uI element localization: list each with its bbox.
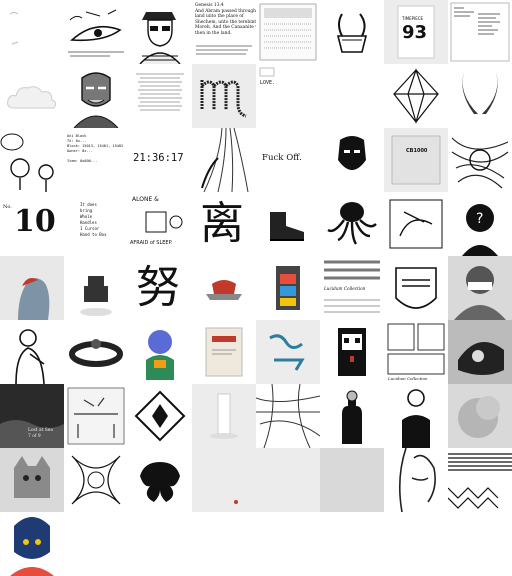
timepiece-label: TIMEPIECE bbox=[402, 16, 424, 21]
phrase-text: Fuck Off. bbox=[262, 153, 302, 163]
tile-cb1000-card[interactable]: CB1000 bbox=[384, 128, 448, 192]
tile-alone-afraid[interactable]: ALONE & AFRAID of SLEEP. bbox=[128, 192, 192, 256]
tile-digital-clock[interactable]: 21:36:17 bbox=[128, 128, 192, 192]
tile-fractal-pattern[interactable] bbox=[128, 384, 192, 448]
alone-top-text: ALONE & bbox=[132, 196, 159, 203]
tile-lost-at-sea[interactable]: Lost at Sea 7 of 9 bbox=[0, 384, 64, 448]
lost-at-sea-caption: Lost at Sea 7 of 9 bbox=[28, 428, 53, 439]
tile-red-box[interactable] bbox=[192, 256, 256, 320]
glyph-li: 离 bbox=[200, 198, 244, 249]
tile-cafe-sketch[interactable] bbox=[64, 384, 128, 448]
tile-sketch-letter[interactable] bbox=[256, 320, 320, 384]
tile-masked-figure[interactable] bbox=[448, 256, 512, 320]
tile-man-line-art[interactable] bbox=[0, 320, 64, 384]
tile-head-render[interactable] bbox=[0, 256, 64, 320]
tile-pixel-can[interactable] bbox=[256, 256, 320, 320]
tile-hair-sketch[interactable] bbox=[192, 128, 256, 192]
tile-glyph-nu[interactable]: 努 bbox=[128, 256, 192, 320]
tile-woman-sketch[interactable] bbox=[384, 448, 448, 512]
tile-robot-figure[interactable] bbox=[64, 256, 128, 320]
oni-metadata-text: Oni Black TX: 0x... Block: 15013, 15401,… bbox=[67, 134, 124, 163]
tile-ape-cap[interactable] bbox=[128, 0, 192, 64]
timepiece-number: 93 bbox=[402, 22, 428, 43]
tile-white-sculpture[interactable] bbox=[192, 384, 256, 448]
tile-gray-gradient[interactable] bbox=[192, 448, 256, 512]
poem-text: It does bring Whole Handles 1 Cursor Han… bbox=[80, 202, 107, 237]
tile-inkblot[interactable] bbox=[128, 448, 192, 512]
tile-skeleton-figure[interactable] bbox=[384, 384, 448, 448]
tile-cup-drawing[interactable] bbox=[320, 0, 384, 64]
tile-glitch-stripes[interactable] bbox=[448, 448, 512, 512]
love-label: LOVE. bbox=[260, 80, 276, 86]
glyph-nu: 努 bbox=[136, 262, 180, 313]
tile-anime-character[interactable] bbox=[0, 512, 64, 576]
tile-comic-panel[interactable] bbox=[384, 192, 448, 256]
svg-text:?: ? bbox=[476, 211, 483, 227]
tile-genesis-text[interactable]: Genesis 13:4 And Abram passed through th… bbox=[192, 0, 256, 64]
tile-plain-gray[interactable] bbox=[256, 448, 320, 512]
tile-colorful-figure[interactable] bbox=[128, 320, 192, 384]
tile-phrase[interactable]: Fuck Off. bbox=[256, 128, 320, 192]
tile-dotted-document[interactable] bbox=[256, 0, 320, 64]
tile-ring[interactable] bbox=[64, 320, 128, 384]
tile-gray-panel[interactable] bbox=[320, 448, 384, 512]
tile-love-text[interactable]: LOVE. bbox=[256, 64, 320, 128]
tile-ape-portrait[interactable] bbox=[64, 64, 128, 128]
tile-bearded-figure[interactable] bbox=[320, 128, 384, 192]
tile-virgo-symbol[interactable] bbox=[192, 64, 256, 128]
tile-boot[interactable] bbox=[256, 192, 320, 256]
lucidum-caption-2: Lucidum Collection bbox=[388, 376, 428, 381]
tile-cyborg-face[interactable] bbox=[448, 320, 512, 384]
tile-gem-hand[interactable] bbox=[320, 384, 384, 448]
number-ten-value: 10 bbox=[14, 204, 56, 239]
tile-street-map[interactable] bbox=[256, 384, 320, 448]
tile-timepiece-card[interactable]: TIMEPIECE 93 bbox=[384, 0, 448, 64]
tile-oni-metadata[interactable]: Oni Black TX: 0x... Block: 15013, 15401,… bbox=[64, 128, 128, 192]
tile-pixel-skull[interactable] bbox=[320, 320, 384, 384]
clock-time: 21:36:17 bbox=[133, 152, 184, 164]
tile-lucidum-collection-2[interactable]: Lucidum Collection bbox=[384, 320, 448, 384]
tile-horns[interactable] bbox=[448, 64, 512, 128]
tile-code-listing[interactable] bbox=[448, 0, 512, 64]
genesis-text: Genesis 13:4 And Abram passed through th… bbox=[195, 3, 256, 36]
tile-blank-white[interactable] bbox=[320, 64, 384, 128]
tile-product-box[interactable] bbox=[192, 320, 256, 384]
tile-glyph-li[interactable]: 离 bbox=[192, 192, 256, 256]
lucidum-caption-1: Lucidum Collection bbox=[324, 286, 366, 291]
tile-cat-photo[interactable] bbox=[0, 448, 64, 512]
tile-rocket-drawing[interactable] bbox=[64, 0, 128, 64]
tile-code-sheet[interactable] bbox=[128, 64, 192, 128]
alone-bottom-text: AFRAID of SLEEP. bbox=[130, 240, 173, 246]
tile-lucidum-collection-1[interactable]: Lucidum Collection bbox=[320, 256, 384, 320]
tile-crystal-line[interactable] bbox=[384, 64, 448, 128]
tile-comic-characters[interactable] bbox=[0, 128, 64, 192]
tile-cloud[interactable] bbox=[0, 64, 64, 128]
tile-blurred-gray[interactable] bbox=[448, 384, 512, 448]
tile-blank-sketch[interactable] bbox=[0, 0, 64, 64]
tile-ornamental-card[interactable] bbox=[64, 448, 128, 512]
tile-question-head[interactable]: ? bbox=[448, 192, 512, 256]
number-ten-small: No. bbox=[3, 204, 12, 210]
tile-number-ten[interactable]: No. 10 bbox=[0, 192, 64, 256]
tile-scribble-art[interactable] bbox=[448, 128, 512, 192]
tile-armored-knight[interactable] bbox=[384, 256, 448, 320]
tile-poem-text[interactable]: It does bring Whole Handles 1 Cursor Han… bbox=[64, 192, 128, 256]
cb1000-label: CB1000 bbox=[406, 148, 428, 154]
tile-octopus[interactable] bbox=[320, 192, 384, 256]
